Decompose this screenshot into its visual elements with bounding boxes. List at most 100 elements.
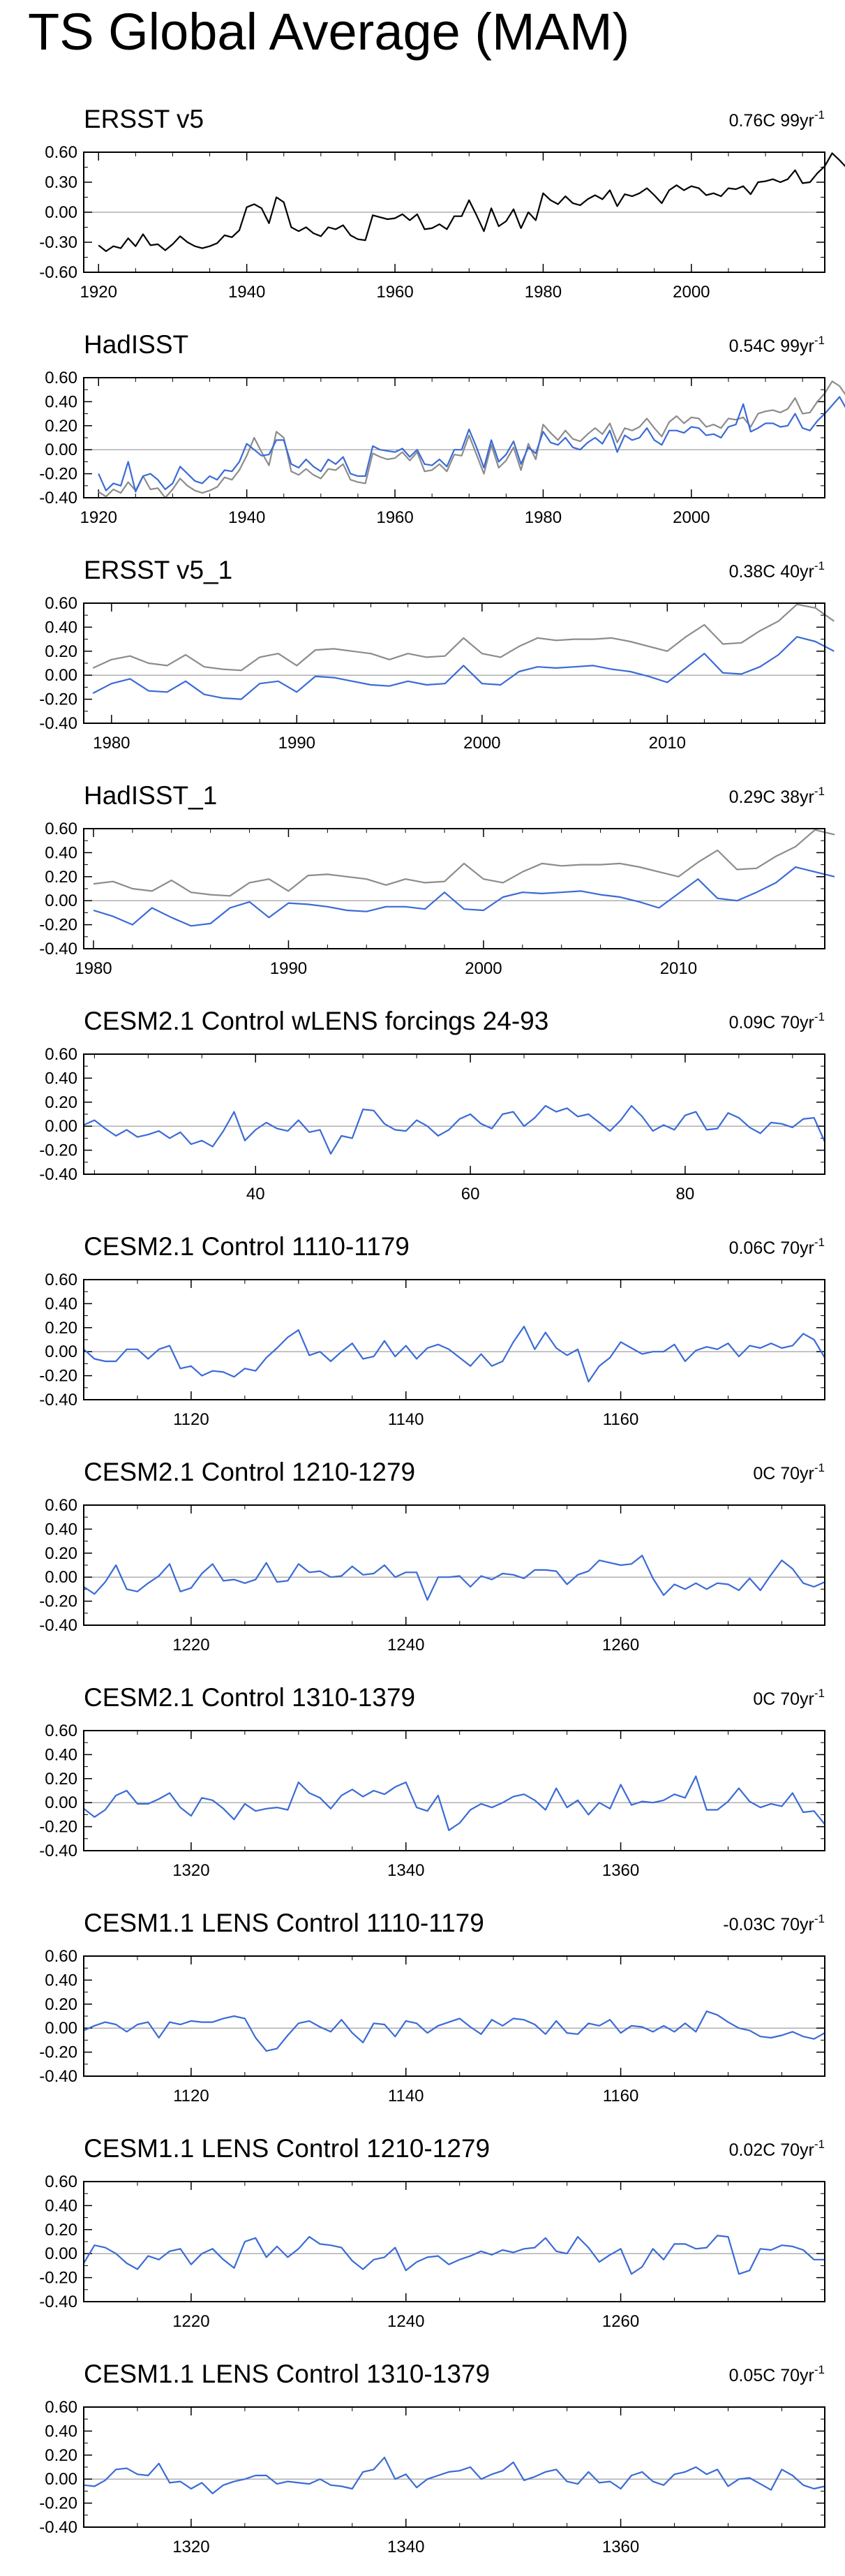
panel-title: CESM2.1 Control 1210-1279 <box>84 1458 415 1486</box>
panel-trend-label: 0.54C 99yr-1 <box>729 334 825 356</box>
x-tick-label: 1240 <box>387 1636 424 1655</box>
x-tick-label: 60 <box>461 1185 480 1204</box>
y-tick-label: 0.20 <box>45 1319 77 1338</box>
panel-title: CESM2.1 Control 1110-1179 <box>84 1232 410 1261</box>
panel-title: CESM1.1 LENS Control 1110-1179 <box>84 1909 484 1937</box>
y-tick-label: 0.00 <box>45 2470 77 2489</box>
y-tick-label: -0.20 <box>39 1818 77 1837</box>
y-tick-label: 0.40 <box>45 2196 77 2215</box>
x-tick-label: 1220 <box>172 1636 209 1655</box>
panel-trend-label: 0.09C 70yr-1 <box>729 1010 825 1032</box>
panel-title: CESM1.1 LENS Control 1210-1279 <box>84 2134 490 2163</box>
series-line-model <box>98 396 845 493</box>
series-line-model <box>83 2457 825 2494</box>
series-line-model <box>83 1104 826 1155</box>
y-tick-label: -0.40 <box>39 1842 77 1860</box>
x-tick-label: 1120 <box>173 1410 209 1429</box>
y-tick-label: 0.00 <box>45 1342 77 1361</box>
y-tick-label: -0.40 <box>39 2067 77 2086</box>
x-tick-label: 1980 <box>93 734 130 753</box>
chart-panel-11: CESM1.1 LENS Control 1310-1379 0.05C 70yr… <box>39 2360 825 2556</box>
y-tick-label: -0.40 <box>39 1165 77 1184</box>
series-line-model <box>83 1555 825 1601</box>
y-tick-label: 0.60 <box>45 820 77 838</box>
x-tick-label: 2010 <box>649 734 686 753</box>
chart-panel-1: ERSST v5 0.76C 99yr-1 1920 1940 1960 1980 2000… <box>39 105 845 302</box>
x-tick-label: 1940 <box>228 283 265 302</box>
plot-frame <box>83 377 825 498</box>
x-tick-label: 40 <box>246 1185 265 1204</box>
x-tick-label: 2000 <box>673 508 710 527</box>
y-tick-label: 0.40 <box>45 1069 77 1088</box>
y-tick-label: 0.60 <box>45 143 77 162</box>
x-tick-label: 2010 <box>660 959 697 978</box>
x-tick-label: 1160 <box>603 1410 639 1429</box>
x-tick-label: 1920 <box>80 508 117 527</box>
y-tick-label: -0.40 <box>39 1616 77 1635</box>
plot-frame <box>83 151 825 273</box>
series-line-model <box>83 1775 825 1831</box>
x-tick-label: 1140 <box>388 2087 424 2105</box>
series-line-model <box>83 2011 825 2052</box>
y-tick-label: 0.00 <box>45 441 77 459</box>
plot-frame <box>83 2406 825 2528</box>
y-tick-label: -0.20 <box>39 1141 77 1160</box>
y-tick-label: 0.20 <box>45 417 77 436</box>
panel-title: HadISST_1 <box>84 781 217 810</box>
trend-exponent: -1 <box>814 334 825 347</box>
y-tick-label: -0.20 <box>39 690 77 709</box>
y-tick-label: 0.40 <box>45 843 77 862</box>
y-tick-label: 0.60 <box>45 594 77 613</box>
panel-title: HadISST <box>84 330 188 359</box>
trend-exponent: -1 <box>814 559 825 572</box>
plot-frame <box>83 1504 825 1626</box>
y-tick-label: -0.40 <box>39 940 77 958</box>
y-tick-label: 0.60 <box>45 1496 77 1515</box>
y-tick-label: 0.60 <box>45 369 77 387</box>
panel-trend-label: 0C 70yr-1 <box>753 1687 825 1709</box>
plot-frame <box>83 1955 825 2077</box>
panel-title: CESM2.1 Control wLENS forcings 24-93 <box>84 1007 548 1035</box>
trend-exponent: -1 <box>814 1010 825 1023</box>
x-tick-label: 2000 <box>463 734 500 753</box>
x-tick-label: 1320 <box>172 1861 209 1880</box>
x-tick-label: 1260 <box>602 1636 639 1655</box>
y-tick-label: 0.20 <box>45 2446 77 2465</box>
panel-title: ERSST v5 <box>84 105 204 133</box>
x-tick-label: 1980 <box>525 508 562 527</box>
series-line-model <box>92 636 835 700</box>
x-tick-label: 1320 <box>172 2538 209 2556</box>
trend-exponent: -1 <box>814 1687 825 1700</box>
y-tick-label: -0.20 <box>39 2269 77 2288</box>
y-tick-label: 0.60 <box>45 2172 77 2191</box>
y-tick-label: -0.40 <box>39 714 77 733</box>
x-tick-label: 1920 <box>80 283 117 302</box>
plot-frame <box>83 2181 825 2302</box>
series-line-model <box>93 866 835 927</box>
y-tick-label: 0.20 <box>45 2221 77 2240</box>
chart-panel-2: HadISST 0.54C 99yr-1 1920 1940 1960 1980 2000 -… <box>39 330 845 527</box>
series-line-model <box>83 2235 825 2275</box>
y-tick-label: 0.40 <box>45 1520 77 1539</box>
x-tick-label: 1990 <box>278 734 315 753</box>
x-tick-label: 1990 <box>270 959 307 978</box>
plot-frame <box>83 828 825 949</box>
y-tick-label: 0.60 <box>45 1271 77 1289</box>
chart-panel-8: CESM2.1 Control 1310-1379 0C 70yr-1 1320 13… <box>39 1683 825 1880</box>
x-tick-label: 1160 <box>603 2087 639 2105</box>
y-tick-label: -0.20 <box>39 1592 77 1611</box>
x-tick-label: 1960 <box>376 283 413 302</box>
y-tick-label: 0.20 <box>45 868 77 887</box>
trend-exponent: -1 <box>814 2138 825 2151</box>
x-tick-label: 1960 <box>376 508 413 527</box>
panel-trend-label: 0.05C 70yr-1 <box>729 2363 825 2385</box>
y-tick-label: -0.20 <box>39 916 77 935</box>
y-tick-label: 0.00 <box>45 891 77 910</box>
y-tick-label: 0.00 <box>45 1793 77 1812</box>
panel-trend-label: 0.06C 70yr-1 <box>729 1236 825 1258</box>
panel-trend-label: 0.02C 70yr-1 <box>729 2138 825 2160</box>
panel-trend-label: 0.38C 40yr-1 <box>729 559 825 582</box>
y-tick-label: 0.20 <box>45 1995 77 2014</box>
y-tick-label: 0.60 <box>45 1045 77 1064</box>
